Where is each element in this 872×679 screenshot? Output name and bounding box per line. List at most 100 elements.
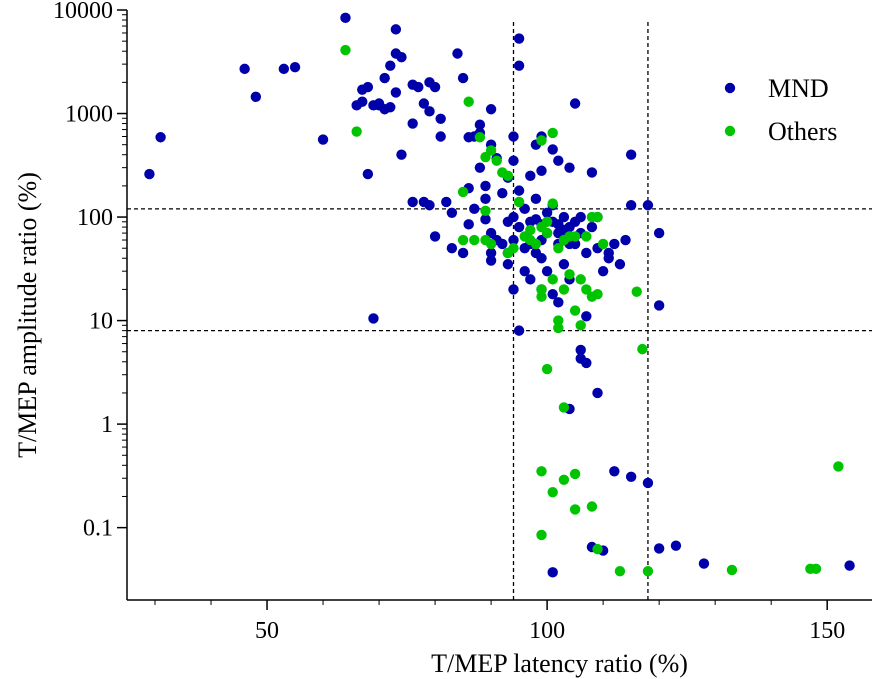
point-mnd	[564, 162, 575, 173]
point-mnd	[144, 168, 155, 180]
point-mnd	[469, 203, 480, 215]
point-others	[614, 565, 626, 577]
point-others	[558, 284, 570, 295]
point-others	[592, 211, 603, 223]
point-mnd	[653, 300, 665, 311]
point-mnd	[480, 214, 491, 225]
legend-marker-others	[724, 125, 736, 137]
point-mnd	[609, 238, 620, 250]
point-others	[457, 186, 469, 198]
point-mnd	[620, 234, 631, 246]
point-mnd	[362, 168, 374, 180]
reference-lines	[127, 22, 872, 600]
point-mnd	[625, 200, 637, 211]
point-others	[726, 564, 738, 576]
point-mnd	[525, 170, 536, 182]
point-mnd	[474, 119, 486, 130]
point-mnd	[508, 284, 519, 295]
point-mnd	[513, 60, 525, 71]
point-mnd	[396, 52, 407, 63]
point-mnd	[278, 63, 290, 75]
point-others	[536, 466, 547, 477]
point-mnd	[547, 144, 558, 155]
point-mnd	[385, 60, 396, 71]
point-mnd	[446, 243, 458, 254]
point-mnd	[497, 238, 508, 250]
point-others	[547, 198, 558, 209]
point-others	[592, 288, 603, 300]
point-others	[547, 274, 558, 285]
point-others	[463, 96, 474, 107]
point-mnd	[513, 325, 525, 336]
point-others	[575, 320, 586, 331]
point-others	[553, 322, 564, 334]
point-others	[536, 291, 547, 302]
point-mnd	[418, 98, 430, 109]
point-mnd	[569, 238, 581, 250]
point-mnd	[519, 265, 530, 277]
point-mnd	[558, 211, 570, 223]
point-mnd	[485, 227, 497, 239]
point-mnd	[340, 12, 351, 24]
point-mnd	[581, 311, 592, 322]
point-mnd	[457, 72, 469, 84]
point-mnd	[519, 203, 530, 215]
point-mnd	[155, 132, 166, 143]
point-mnd	[547, 567, 558, 578]
axes	[126, 10, 872, 601]
point-others	[569, 305, 581, 316]
point-others	[491, 155, 502, 166]
point-mnd	[441, 196, 452, 208]
point-mnd	[597, 265, 609, 277]
point-others	[553, 243, 564, 254]
point-others	[569, 504, 581, 515]
x-tick-label: 50	[255, 618, 279, 644]
series-others	[340, 44, 844, 577]
point-mnd	[446, 207, 458, 218]
point-mnd	[239, 63, 250, 75]
point-mnd	[642, 477, 654, 489]
point-mnd	[513, 185, 525, 196]
point-mnd	[424, 106, 435, 117]
point-mnd	[625, 149, 637, 160]
point-mnd	[502, 259, 514, 270]
x-axis-title: T/MEP latency ratio (%)	[431, 649, 688, 678]
point-mnd	[525, 274, 536, 285]
point-mnd	[485, 255, 497, 266]
point-mnd	[362, 81, 374, 93]
point-mnd	[452, 48, 463, 59]
point-mnd	[575, 344, 586, 356]
point-mnd	[698, 558, 710, 569]
point-mnd	[625, 471, 637, 482]
point-mnd	[413, 81, 424, 93]
point-others	[575, 274, 586, 285]
point-others	[631, 286, 642, 297]
point-mnd	[558, 259, 570, 270]
point-mnd	[513, 33, 525, 44]
point-others	[581, 231, 592, 242]
legend: MND Others	[724, 74, 837, 146]
y-tick-label: 1	[101, 412, 113, 438]
point-mnd	[642, 200, 654, 211]
point-mnd	[609, 466, 620, 477]
point-others	[637, 343, 648, 355]
point-mnd	[480, 193, 491, 205]
point-mnd	[586, 167, 598, 178]
point-mnd	[390, 24, 402, 35]
point-mnd	[508, 234, 519, 246]
point-mnd	[379, 72, 390, 84]
point-others	[536, 135, 547, 146]
point-others	[536, 529, 547, 541]
point-others	[592, 543, 603, 555]
point-mnd	[250, 91, 262, 103]
point-mnd	[541, 265, 553, 277]
point-mnd	[581, 247, 592, 259]
point-mnd	[536, 253, 547, 264]
point-mnd	[513, 221, 525, 233]
point-mnd	[485, 104, 497, 115]
point-others	[541, 227, 553, 239]
point-mnd	[485, 247, 497, 259]
point-others	[553, 315, 564, 326]
point-others	[564, 269, 575, 280]
